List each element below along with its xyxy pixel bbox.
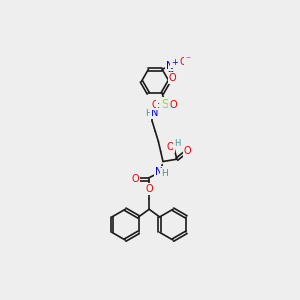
Text: N: N (166, 61, 174, 70)
Text: O: O (131, 174, 139, 184)
Text: S: S (161, 98, 168, 111)
Text: O: O (184, 146, 191, 156)
Text: ⁻: ⁻ (185, 55, 190, 65)
Text: O: O (145, 184, 153, 194)
Text: O: O (152, 100, 159, 110)
Text: O: O (180, 57, 188, 67)
Text: N: N (155, 167, 163, 176)
Text: N: N (151, 108, 158, 118)
Text: O: O (170, 100, 178, 110)
Text: :: : (157, 100, 160, 110)
Text: O: O (167, 142, 175, 152)
Text: :: : (169, 100, 172, 110)
Text: O: O (168, 73, 176, 83)
Text: H: H (145, 109, 152, 118)
Text: H: H (161, 169, 168, 178)
Text: H: H (174, 139, 180, 148)
Text: +: + (171, 58, 178, 67)
